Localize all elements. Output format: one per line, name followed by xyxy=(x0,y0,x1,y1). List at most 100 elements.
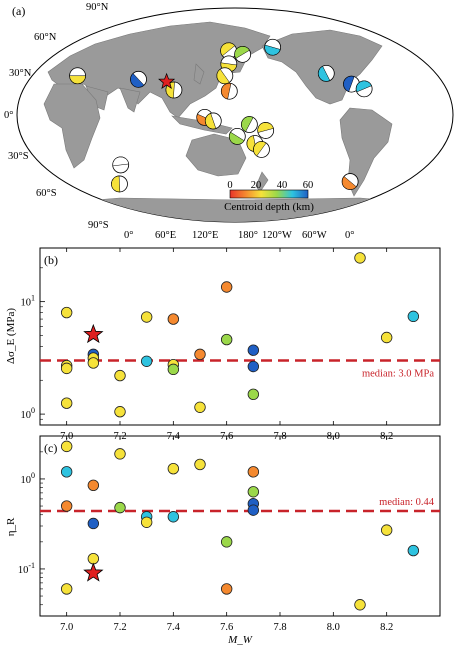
panel-c-yticks: 10-1 100 xyxy=(18,451,45,606)
lon-label-0-left: 0° xyxy=(124,230,133,241)
y-tick-label: 10-1 xyxy=(18,561,35,576)
focal-mechanism-11 xyxy=(355,80,373,98)
beachball-compression xyxy=(341,176,357,190)
india-landmass xyxy=(119,87,141,113)
x-tick-label: 7.0 xyxy=(60,622,73,633)
data-point xyxy=(220,281,233,293)
data-point xyxy=(87,517,100,530)
focal-mechanism-20 xyxy=(341,173,359,190)
panel-c-ylabel: η_R xyxy=(5,517,17,536)
beachball-compression xyxy=(216,68,230,84)
data-point xyxy=(87,479,100,491)
data-point xyxy=(247,344,260,356)
lon-label-180: 180° xyxy=(238,230,258,241)
data-point xyxy=(247,388,260,401)
highlight-star-point xyxy=(83,323,104,344)
lon-label-60e: 60°E xyxy=(155,230,176,241)
lat-label-30s: 30°S xyxy=(8,151,29,162)
beachball-compression xyxy=(229,131,245,145)
focal-mechanism-0 xyxy=(69,67,86,85)
beachball-compression xyxy=(343,75,355,92)
beachball-compression xyxy=(221,82,232,100)
lat-label-60s: 60°S xyxy=(36,188,57,199)
data-point xyxy=(60,466,73,478)
lat-label-90n: 90°N xyxy=(86,2,109,13)
focal-mechanism-9 xyxy=(317,64,335,82)
data-point xyxy=(167,462,180,475)
beachball-compression xyxy=(318,65,331,82)
lon-label-0-right: 0° xyxy=(345,230,354,241)
lat-label-0: 0° xyxy=(4,110,13,121)
lon-label-120e: 120°E xyxy=(192,230,218,241)
focal-mechanism-7 xyxy=(234,45,252,63)
data-point xyxy=(167,363,180,376)
focal-mechanism-8 xyxy=(264,38,281,56)
data-point xyxy=(354,252,366,264)
data-point xyxy=(407,544,420,557)
focal-mechanism-18 xyxy=(253,141,270,158)
data-point xyxy=(380,331,393,344)
focal-mechanism-3 xyxy=(220,42,237,60)
panel-b-frame xyxy=(39,247,441,426)
longitude-labels: 0° 60°E 120°E 180° 120°W 60°W 0° xyxy=(124,230,354,241)
data-point xyxy=(194,348,206,361)
data-point xyxy=(60,583,73,595)
data-point xyxy=(247,360,260,373)
world-map-panel: (a) 90°N 60°N xyxy=(4,2,454,241)
data-point xyxy=(60,306,73,319)
beachball-compression xyxy=(111,175,121,193)
panel-c-median-label: median: 0.44 xyxy=(379,497,435,508)
focal-mechanism-16 xyxy=(228,127,246,145)
data-point xyxy=(220,536,233,548)
depth-colorbar: 0 20 40 60 Centroid depth (km) xyxy=(224,180,314,213)
highlight-star xyxy=(158,72,176,90)
x-tick-label: 8.0 xyxy=(327,622,340,633)
beachball-compression xyxy=(241,116,254,132)
lon-label-120w: 120°W xyxy=(262,230,292,241)
data-point xyxy=(167,511,180,523)
japan-landmass xyxy=(193,63,205,85)
data-point xyxy=(380,524,393,536)
colorbar-gradient xyxy=(229,189,309,199)
panel-c-tag: (c) xyxy=(44,441,57,455)
panel-a-tag: (a) xyxy=(12,4,25,18)
data-point xyxy=(87,552,100,565)
data-point xyxy=(114,369,126,382)
colorbar-tick-20: 20 xyxy=(251,180,262,191)
latitude-labels: 90°N 60°N 30°N 0° 30°S 60°S 90°S xyxy=(4,2,109,231)
beachball-compression xyxy=(234,46,250,59)
beachball-compression xyxy=(355,80,372,93)
beachball-compression xyxy=(130,73,145,88)
panel-c-frame xyxy=(39,435,441,617)
data-point xyxy=(140,355,153,367)
beachball-compression xyxy=(205,113,217,130)
data-point xyxy=(220,333,233,346)
data-point xyxy=(140,311,153,323)
beachball-compression xyxy=(220,42,236,57)
radiation-efficiency-panel: (c) η_R 10-1 100 7.0 7.2 7.4 7.6 7.8 8.0 8.2 me… xyxy=(5,435,441,646)
panel-b-tag: (b) xyxy=(44,253,58,267)
focal-mechanism-6 xyxy=(220,82,238,100)
colorbar-tick-0: 0 xyxy=(227,180,232,191)
beachball-compression xyxy=(69,75,86,84)
data-point xyxy=(60,362,73,375)
data-point xyxy=(60,397,73,409)
beachball-compression xyxy=(264,44,281,56)
panel-c-xlabel: M_W xyxy=(227,634,253,646)
panel-b-points xyxy=(60,252,420,418)
beachball-compression xyxy=(257,122,274,133)
highlight-star-point xyxy=(83,562,104,582)
x-tick-label: 7.6 xyxy=(220,622,233,633)
x-tick-label: 7.8 xyxy=(273,622,286,633)
lon-label-60w: 60°W xyxy=(302,230,327,241)
earthquake-focal-mechanisms xyxy=(69,38,373,193)
panel-c-xticks: 7.0 7.2 7.4 7.6 7.8 8.0 8.2 xyxy=(60,436,393,633)
panel-b-median-label: median: 3.0 MPa xyxy=(362,368,434,379)
x-tick-label: 7.4 xyxy=(167,622,181,633)
beachball-compression xyxy=(253,141,267,157)
focal-mechanism-19 xyxy=(112,156,130,174)
data-point xyxy=(114,501,126,514)
panel-b-ylabel: Δσ_E (MPa) xyxy=(5,308,17,364)
